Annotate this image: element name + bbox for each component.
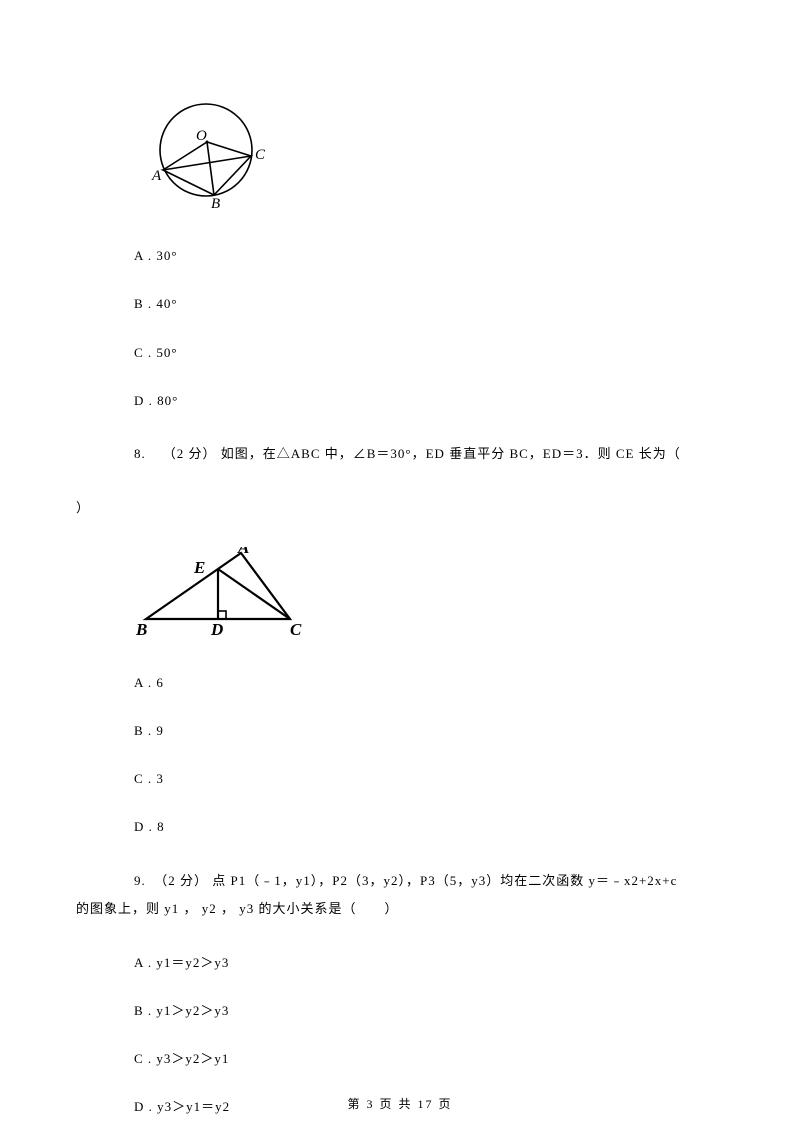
svg-text:A: A bbox=[237, 547, 249, 557]
q8-points: （2 分） bbox=[163, 446, 217, 461]
q8-number: 8. bbox=[134, 446, 146, 461]
svg-text:C: C bbox=[255, 147, 266, 163]
q9-option-b: B . y1＞y2＞y3 bbox=[134, 1002, 724, 1020]
q8-option-a: A . 6 bbox=[134, 674, 724, 692]
q9-option-a: A . y1＝y2＞y3 bbox=[134, 954, 724, 972]
q8-option-d: D . 8 bbox=[134, 818, 724, 836]
q8-stem: 8. （2 分） 如图，在△ABC 中，∠B＝30°，ED 垂直平分 BC，ED… bbox=[134, 440, 724, 469]
q8-figure: A B C D E bbox=[134, 547, 724, 644]
q8-option-b: B . 9 bbox=[134, 722, 724, 740]
svg-text:O: O bbox=[196, 128, 207, 144]
svg-text:B: B bbox=[135, 620, 147, 639]
svg-text:D: D bbox=[210, 620, 223, 639]
svg-text:A: A bbox=[151, 168, 162, 184]
q8-text: 如图，在△ABC 中，∠B＝30°，ED 垂直平分 BC，ED＝3．则 CE 长… bbox=[221, 446, 695, 461]
q7-option-a: A . 30° bbox=[134, 247, 724, 265]
q9-stem: 9. （2 分） 点 P1（﹣1，y1），P2（3，y2），P3（5，y3）均在… bbox=[134, 867, 724, 896]
q7-option-d: D . 80° bbox=[134, 392, 724, 410]
svg-text:E: E bbox=[193, 558, 205, 577]
q7-option-b: B . 40° bbox=[134, 295, 724, 313]
q9-text-line2: 的图象上，则 y1 ， y2 ， y3 的大小关系是（ ） bbox=[76, 895, 724, 924]
svg-text:C: C bbox=[290, 620, 302, 639]
q9-points: （2 分） bbox=[154, 873, 208, 888]
q9-text-line1: 点 P1（﹣1，y1），P2（3，y2），P3（5，y3）均在二次函数 y＝﹣x… bbox=[212, 873, 677, 888]
q8-option-c: C . 3 bbox=[134, 770, 724, 788]
q9-number: 9. bbox=[134, 873, 146, 888]
page-footer: 第 3 页 共 17 页 bbox=[0, 1095, 800, 1112]
q9-option-c: C . y3＞y2＞y1 bbox=[134, 1050, 724, 1068]
q8-closeparen: ） bbox=[76, 499, 724, 517]
q7-figure: O A B C bbox=[134, 100, 724, 217]
q7-option-c: C . 50° bbox=[134, 344, 724, 362]
svg-text:B: B bbox=[211, 196, 220, 212]
